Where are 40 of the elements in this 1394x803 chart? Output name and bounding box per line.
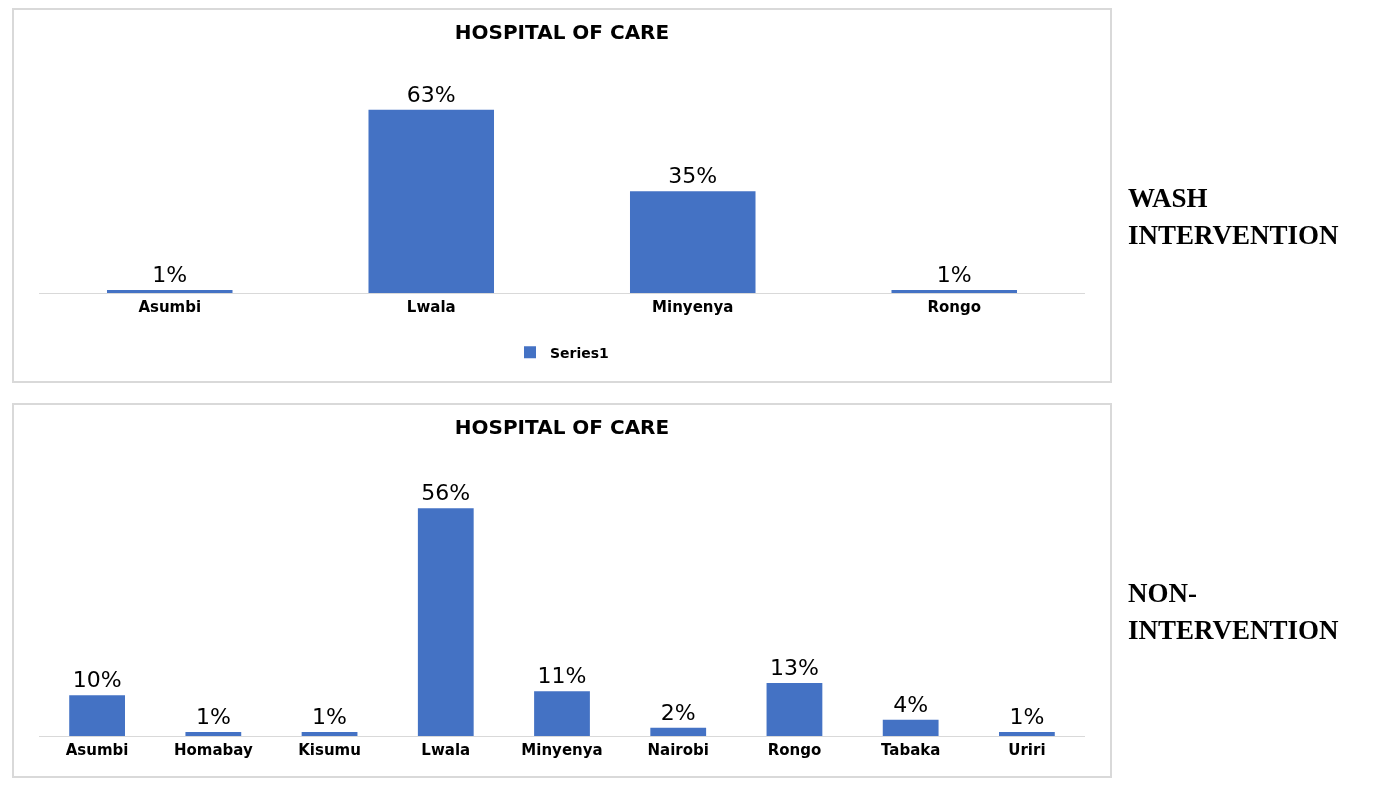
data-label: 1% — [312, 703, 348, 729]
bar — [301, 731, 358, 736]
data-label: 4% — [893, 691, 929, 717]
bar — [417, 508, 474, 736]
bar — [69, 695, 125, 736]
data-label: 1% — [195, 703, 231, 729]
data-label: 1% — [152, 262, 188, 288]
x-tick-label: Uriri — [1008, 741, 1046, 759]
bar — [185, 731, 242, 736]
bar — [999, 731, 1055, 736]
data-label: 11% — [537, 663, 587, 689]
bar — [766, 683, 823, 736]
x-tick-label: Rongo — [927, 298, 982, 316]
x-tick-label: Homabay — [173, 741, 253, 759]
data-label: 56% — [421, 480, 471, 506]
legend-label: Series1 — [550, 344, 609, 361]
chart-title: HOSPITAL OF CARE — [454, 19, 670, 44]
x-tick-label: Lwala — [406, 298, 456, 316]
x-tick-label: Kisumu — [298, 741, 361, 759]
x-tick-label: Nairobi — [647, 741, 709, 759]
data-label: 1% — [936, 262, 972, 288]
x-tick-label: Asumbi — [138, 298, 202, 316]
x-tick-label: Asumbi — [65, 741, 129, 759]
data-label: 63% — [406, 81, 456, 107]
x-tick-label: Lwala — [421, 741, 471, 759]
text: NON-INTERVENTION — [1128, 577, 1340, 647]
chart-title: HOSPITAL OF CARE — [454, 414, 670, 439]
x-tick-label: Rongo — [767, 741, 822, 759]
data-label: 2% — [660, 699, 696, 725]
bar — [882, 719, 939, 736]
x-tick-label: Tabaka — [880, 741, 941, 759]
text: WASH INTERVENTION — [1128, 182, 1340, 252]
x-tick-label: Minyenya — [521, 741, 603, 759]
x-tick-label: Minyenya — [652, 298, 734, 316]
data-label: 10% — [72, 667, 122, 693]
bar — [534, 691, 590, 736]
bar — [650, 727, 707, 736]
data-label: 1% — [1009, 703, 1045, 729]
data-label: 13% — [769, 655, 819, 681]
data-label: 35% — [668, 163, 718, 189]
